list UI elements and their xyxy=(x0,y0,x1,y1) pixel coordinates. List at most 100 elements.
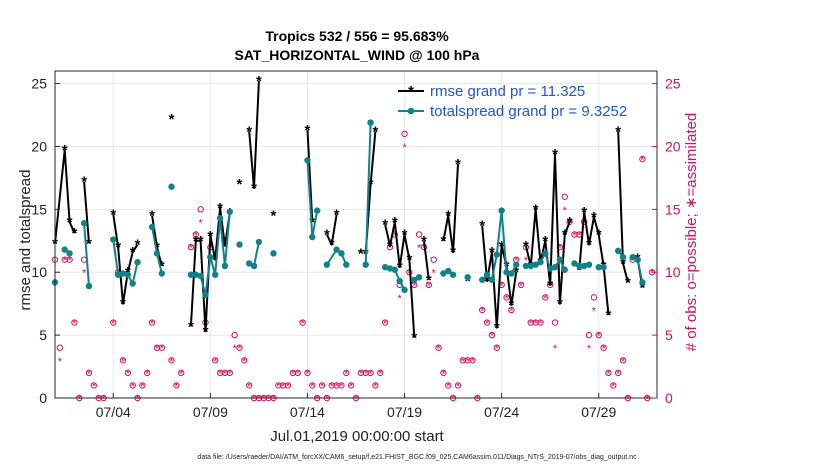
obs-possible-marker xyxy=(119,357,127,364)
spread-point xyxy=(493,251,500,258)
legend-spread-marker xyxy=(407,107,415,115)
obs-assimilated-marker: * xyxy=(432,268,437,280)
rmse-point: * xyxy=(324,227,330,244)
spread-point xyxy=(85,282,93,290)
rmse-point: * xyxy=(358,245,364,262)
obs-possible-marker xyxy=(605,369,612,377)
obs-assimilated-marker: * xyxy=(344,368,349,380)
legend-rmse-label: rmse grand pr = 11.325 xyxy=(430,83,585,100)
y-tick-label: 15 xyxy=(31,201,47,217)
obs-possible-marker xyxy=(459,357,467,364)
obs-assimilated-marker: * xyxy=(417,243,422,255)
obs-possible-marker xyxy=(551,319,559,326)
obs-assimilated-marker: * xyxy=(606,368,611,380)
spread-point xyxy=(614,247,622,255)
obs-possible-marker xyxy=(503,294,510,301)
rmse-point: * xyxy=(542,233,548,250)
spread-line-segment xyxy=(83,223,90,287)
obs-assimilated-marker: * xyxy=(402,142,407,154)
y-axis-right-label: # of obs: o=possible; ∗=assimilated xyxy=(683,113,700,352)
y-right-tick-label: 0 xyxy=(665,390,673,406)
obs-possible-marker xyxy=(493,344,500,351)
obs-assimilated-marker: * xyxy=(67,255,72,267)
obs-possible-marker xyxy=(590,294,598,301)
spread-point xyxy=(66,250,73,257)
rmse-point: * xyxy=(499,238,505,255)
spread-point xyxy=(313,207,321,214)
obs-possible-marker xyxy=(153,344,161,351)
obs-possible-marker xyxy=(430,256,437,263)
rmse-point: * xyxy=(329,237,335,254)
spread-point xyxy=(556,256,564,263)
chart-subtitle: SAT_HORIZONTAL_WIND @ 100 hPa xyxy=(235,47,480,63)
obs-assimilated-marker: * xyxy=(427,280,432,292)
rmse-point: * xyxy=(523,238,529,255)
spread-point xyxy=(202,291,209,299)
obs-possible-marker xyxy=(178,369,185,377)
rmse-point: * xyxy=(562,227,568,244)
x-tick-label: 07/09 xyxy=(193,404,228,420)
spread-point xyxy=(338,250,345,257)
x-axis-label: Jul.01,2019 00:00:00 start xyxy=(270,428,444,445)
obs-assimilated-marker: * xyxy=(354,394,359,406)
obs-assimilated-marker: * xyxy=(582,217,587,229)
rmse-point: * xyxy=(217,200,223,217)
obs-assimilated-marker: * xyxy=(524,255,529,267)
obs-possible-marker xyxy=(212,357,219,364)
rmse-line-segment xyxy=(384,220,416,338)
obs-assimilated-marker: * xyxy=(296,368,301,380)
obs-possible-marker xyxy=(304,369,311,377)
rmse-point: * xyxy=(67,214,73,231)
spread-point xyxy=(396,277,403,285)
spread-point xyxy=(153,250,161,257)
obs-assimilated-marker: * xyxy=(101,394,106,406)
rmse-line-segment xyxy=(423,240,430,280)
chart-title: Tropics 532 / 556 = 95.683% xyxy=(265,28,449,44)
spread-point xyxy=(245,260,253,267)
spread-point xyxy=(508,270,515,277)
obs-possible-marker xyxy=(445,382,452,389)
obs-possible-marker xyxy=(221,369,229,377)
rmse-point: * xyxy=(513,264,519,281)
y-tick-label: 25 xyxy=(31,76,47,92)
obs-possible-marker xyxy=(571,231,578,238)
obs-assimilated-marker: * xyxy=(383,318,388,330)
obs-assimilated-marker: * xyxy=(553,343,558,355)
spread-point xyxy=(323,261,331,268)
obs-assimilated-marker: * xyxy=(475,394,480,406)
spread-point xyxy=(619,253,627,261)
rmse-line-segment xyxy=(325,214,338,246)
spread-point xyxy=(571,260,578,267)
rmse-point: * xyxy=(368,176,374,193)
x-tick-label: 07/14 xyxy=(290,404,325,420)
rmse-point: * xyxy=(465,273,471,290)
obs-possible-marker xyxy=(537,319,544,326)
obs-assimilated-marker: * xyxy=(97,394,102,406)
rmse-point: * xyxy=(203,323,209,340)
rmse-point: * xyxy=(71,225,77,242)
spread-point xyxy=(134,258,141,266)
obs-assimilated-marker: * xyxy=(111,318,116,330)
obs-assimilated-marker: * xyxy=(446,381,451,393)
obs-assimilated-marker: * xyxy=(58,356,63,368)
spread-point xyxy=(119,270,127,277)
y-tick-label: 5 xyxy=(39,327,47,343)
spread-point xyxy=(197,272,204,280)
obs-assimilated-marker: * xyxy=(189,243,194,255)
obs-possible-marker xyxy=(619,357,627,364)
obs-assimilated-marker: * xyxy=(92,381,97,393)
rmse-point: * xyxy=(625,274,631,291)
obs-assimilated-marker: * xyxy=(577,230,582,242)
obs-assimilated-marker: * xyxy=(388,243,393,255)
obs-assimilated-marker: * xyxy=(601,343,606,355)
obs-assimilated-marker: * xyxy=(223,368,228,380)
spread-point xyxy=(309,233,316,241)
obs-assimilated-marker: * xyxy=(218,368,223,380)
obs-possible-marker xyxy=(415,231,423,238)
obs-possible-marker xyxy=(483,319,491,326)
obs-possible-marker xyxy=(561,193,568,200)
rmse-point: * xyxy=(586,237,592,254)
rmse-point: * xyxy=(455,156,461,173)
spread-point xyxy=(440,270,447,277)
spread-point xyxy=(158,270,166,277)
